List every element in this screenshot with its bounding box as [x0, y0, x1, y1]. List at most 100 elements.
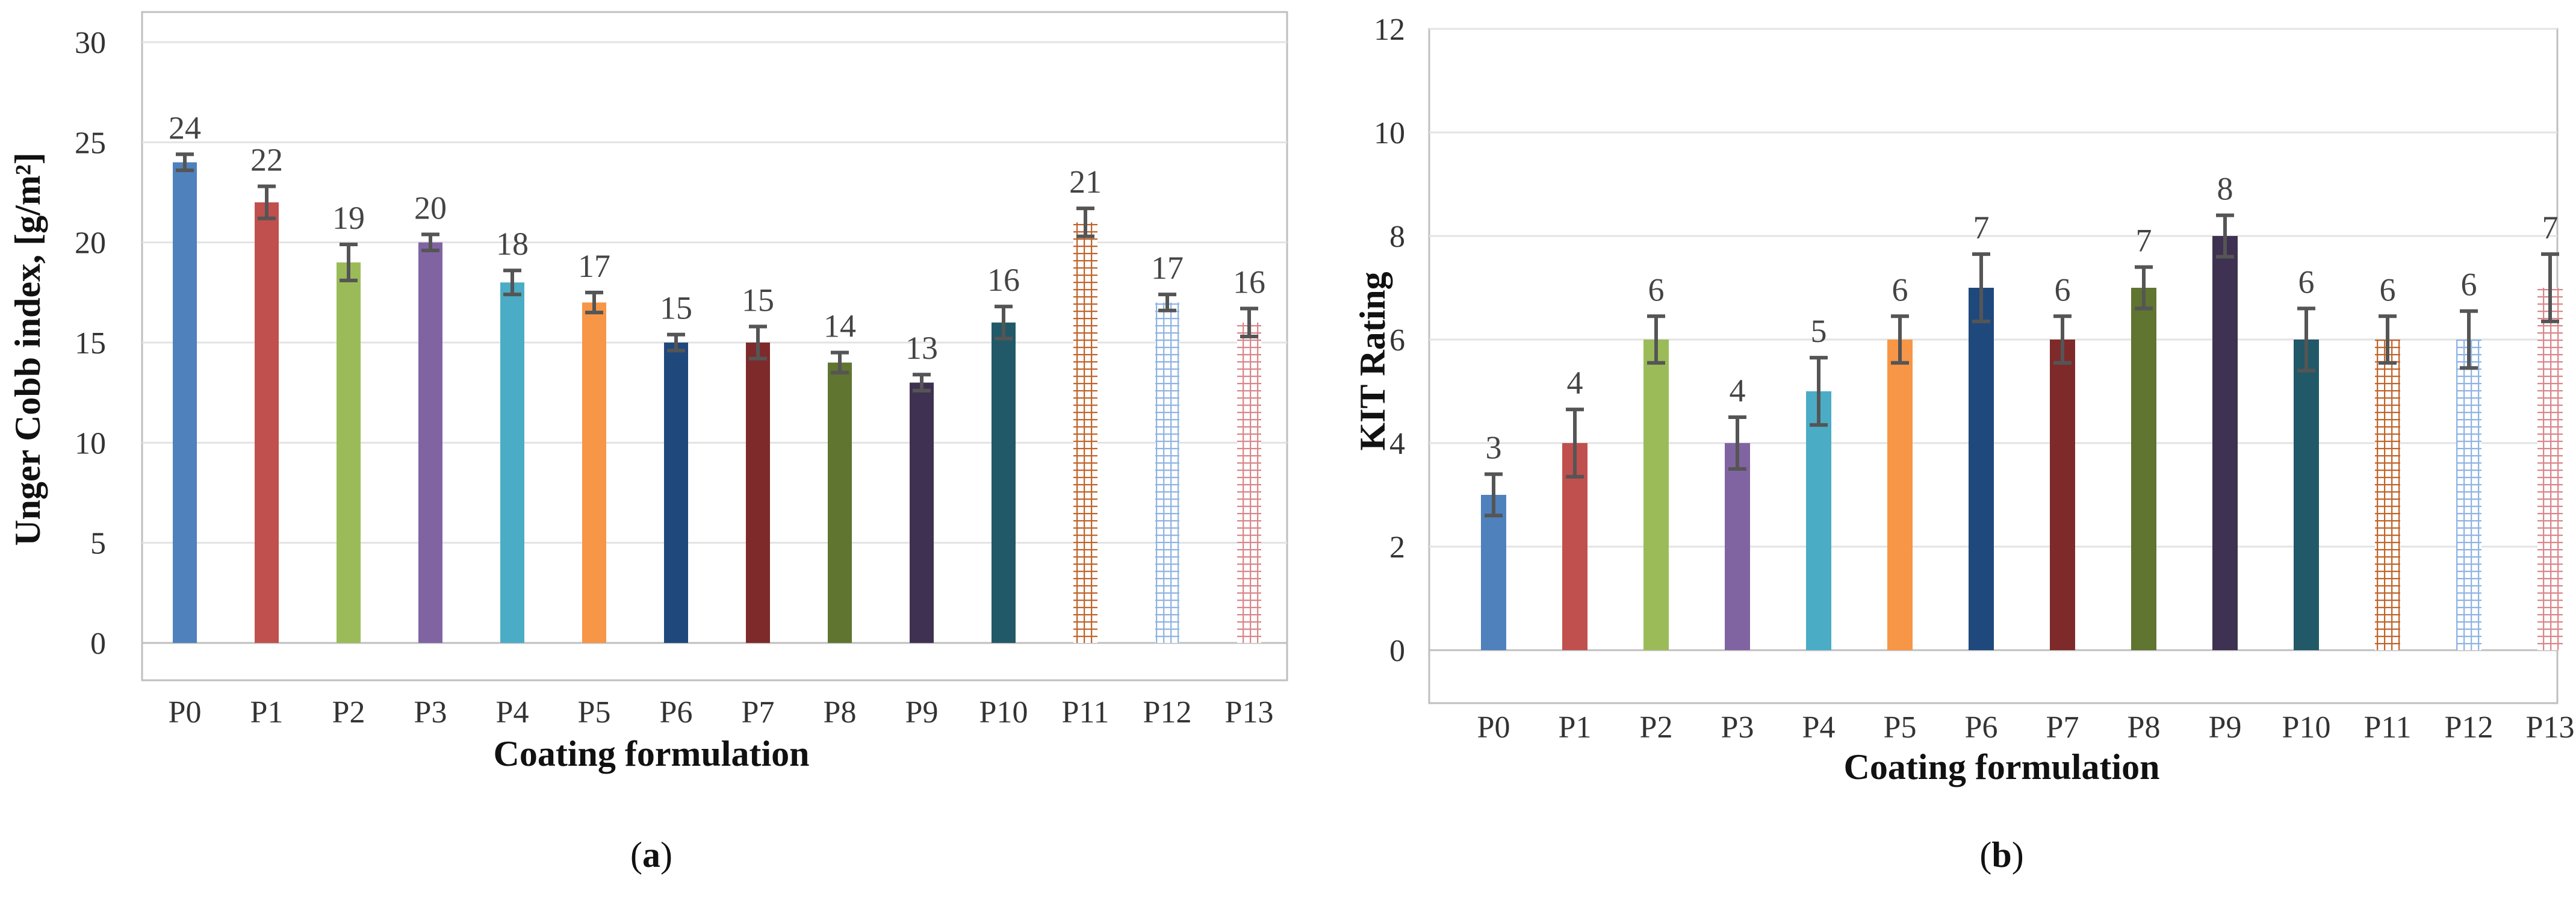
chart-b-x-tick-label-p6: P6: [1965, 710, 1998, 745]
chart-a-y-tick-label: 20: [75, 226, 106, 261]
chart-b-y-tick-label: 0: [1389, 634, 1405, 668]
chart-a-bar-p0: [173, 162, 197, 644]
chart-b-data-label-p7: 6: [2055, 272, 2071, 308]
chart-a-data-label-p8: 14: [824, 308, 856, 344]
chart-a-bars: 24 22 19 20 18 17 15 15 14 13 16 21 17 16: [169, 110, 1265, 644]
chart-b-error-bar-p6: [1972, 252, 1990, 323]
chart-b-error-bar-p7: [2053, 314, 2072, 365]
chart-a-data-label-p1: 22: [250, 142, 283, 178]
chart-b-x-tick-label-p3: P3: [1721, 710, 1754, 745]
chart-a-error-bar-p6: [667, 332, 685, 353]
chart-a-data-label-p2: 19: [332, 200, 365, 236]
chart-a-bar-p2: [337, 262, 361, 643]
chart-a-y-tick-label: 15: [75, 326, 106, 361]
chart-a-y-tick-label: 30: [75, 26, 106, 60]
chart-a-bar-p3: [418, 242, 442, 644]
chart-b-data-label-p8: 7: [2136, 223, 2152, 259]
chart-b-y-tick-label: 10: [1374, 116, 1405, 151]
chart-b-x-tick-label-p5: P5: [1884, 710, 1917, 745]
chart-b-data-label-p0: 3: [1486, 430, 1502, 466]
chart-a-caption: (a): [630, 835, 672, 875]
chart-b-x-tick-label-p8: P8: [2128, 710, 2161, 745]
chart-b-x-tick-label-p12: P12: [2445, 710, 2494, 745]
chart-a-data-label-p9: 13: [905, 330, 938, 366]
chart-a-y-tick-label: 25: [75, 126, 106, 160]
chart-a-x-tick-label-p10: P10: [979, 695, 1028, 730]
chart-b-bar-p7: [2050, 340, 2075, 650]
chart-a-x-tick-label-p13: P13: [1225, 695, 1274, 730]
chart-a-bar-p7: [746, 343, 770, 643]
chart-b-y-tick-label: 8: [1389, 220, 1405, 254]
chart-b-caption: (b): [1979, 835, 2023, 875]
chart-a-y-tick-label: 0: [90, 627, 106, 661]
chart-b-error-bar-p12: [2460, 309, 2478, 370]
chart-a-x-tick-label-p0: P0: [169, 695, 202, 730]
chart-b-y-tick-label: 6: [1389, 323, 1405, 358]
chart-a-error-bar-p13: [1240, 306, 1258, 339]
chart-b-error-bar-p11: [2379, 314, 2397, 365]
chart-b-data-label-p10: 6: [2298, 264, 2315, 300]
chart-a-data-label-p13: 16: [1233, 264, 1265, 300]
chart-b-x-tick-label-p10: P10: [2282, 710, 2331, 745]
chart-a-data-label-p3: 20: [414, 190, 447, 226]
chart-b-error-bar-p9: [2216, 213, 2234, 259]
chart-a-data-label-p10: 16: [987, 262, 1020, 298]
chart-b-x-tick-label-p1: P1: [1559, 710, 1592, 745]
chart-b-y-tick-label: 2: [1389, 530, 1405, 565]
chart-a-error-bar-p4: [503, 268, 521, 297]
chart-a-error-bar-p2: [340, 242, 358, 282]
chart-b-error-bar-p10: [2297, 306, 2315, 373]
chart-a-x-tick-label-p1: P1: [250, 695, 284, 730]
chart-b-x-tick-label-p0: P0: [1477, 710, 1510, 745]
chart-b-data-label-p12: 6: [2461, 267, 2477, 303]
chart-b-data-label-p3: 4: [1730, 373, 1746, 409]
chart-b-error-bar-p3: [1728, 415, 1746, 471]
chart-a-x-tick-label-p9: P9: [905, 695, 939, 730]
chart-a-x-tick-label-p5: P5: [578, 695, 611, 730]
chart-b-error-bar-p8: [2135, 265, 2153, 311]
chart-b-y-ticks: 0 2 4 6 8 10 12: [1374, 13, 2557, 668]
chart-a-y-axis-title: Unger Cobb index, [g/m²]: [8, 152, 48, 546]
chart-b-bar-p3: [1725, 443, 1750, 650]
chart-b-data-label-p4: 5: [1811, 313, 1827, 349]
chart-a-data-label-p12: 17: [1151, 250, 1184, 286]
chart-a-error-bar-p9: [913, 373, 931, 393]
chart-a-x-tick-label-p12: P12: [1143, 695, 1192, 730]
chart-a-bar-p11: [1073, 222, 1097, 643]
chart-b-y-tick-label: 4: [1389, 427, 1405, 461]
chart-b-data-label-p1: 4: [1567, 365, 1583, 401]
chart-b-data-label-p5: 6: [1892, 272, 1908, 308]
chart-b-data-label-p11: 6: [2380, 272, 2396, 308]
chart-b-error-bar-p5: [1891, 314, 1909, 365]
chart-a-error-bar-p12: [1158, 293, 1176, 312]
chart-b-data-label-p2: 6: [1648, 272, 1665, 308]
chart-a-x-axis-title: Coating formulation: [494, 734, 810, 774]
chart-b-y-tick-label: 12: [1374, 13, 1405, 47]
chart-b-error-bar-p1: [1566, 408, 1584, 479]
chart-b-y-axis-title: KIT Rating: [1353, 272, 1392, 450]
chart-b-bars: 3 4 6 4 5 6 7 6 7 8 6 6 6 7: [1481, 171, 2563, 650]
chart-b-bar-p5: [1887, 340, 1913, 650]
chart-a-x-ticks: P0 P1 P2 P3 P4 P5 P6 P7 P8 P9 P10 P11 P12 P13: [169, 695, 1274, 730]
chart-a-y-tick-label: 5: [90, 527, 106, 561]
chart-b-error-bar-p4: [1810, 356, 1828, 427]
chart-a-bar-p9: [910, 382, 934, 643]
chart-a-x-tick-label-p4: P4: [496, 695, 529, 730]
chart-b-error-bar-p2: [1647, 314, 1665, 365]
chart-b-x-ticks: P0 P1 P2 P3 P4 P5 P6 P7 P8 P9 P10 P11 P12 P13: [1477, 710, 2575, 745]
chart-a-data-label-p6: 15: [660, 290, 692, 326]
chart-a-frame: [141, 11, 1288, 681]
chart-a-data-label-p4: 18: [496, 226, 529, 262]
chart-a-data-label-p0: 24: [169, 110, 201, 146]
chart-a-caption-letter: a: [642, 835, 660, 875]
chart-b-bar-p4: [1806, 391, 1831, 650]
chart-b-x-tick-label-p9: P9: [2209, 710, 2242, 745]
chart-a-bar-p12: [1155, 302, 1179, 643]
chart-b-bar-p10: [2294, 340, 2319, 650]
chart-b-x-tick-label-p11: P11: [2364, 710, 2412, 745]
chart-a-bar-p6: [664, 343, 688, 643]
chart-a-x-tick-label-p6: P6: [660, 695, 693, 730]
chart-a-x-tick-label-p11: P11: [1062, 695, 1110, 730]
